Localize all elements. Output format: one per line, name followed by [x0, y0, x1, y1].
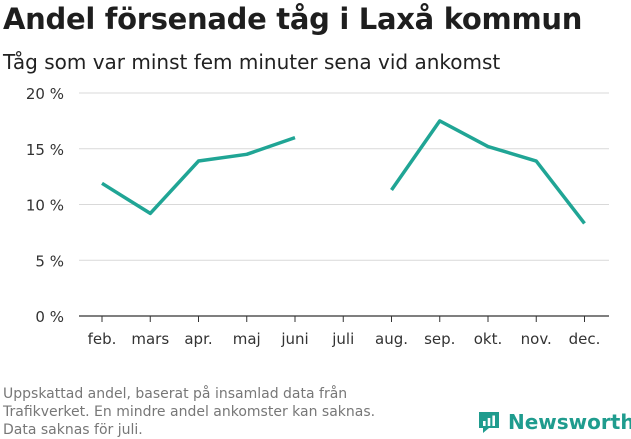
x-tick-label: sep. [424, 330, 455, 348]
footnote-line-1: Uppskattad andel, baserat på insamlad da… [3, 386, 348, 402]
footnote-line-2: Trafikverket. En mindre andel ankomster … [3, 404, 376, 420]
footnote-line-3: Data saknas för juli. [3, 422, 143, 438]
series-line [101, 135, 296, 216]
brand-logo[interactable]: Newsworthy [476, 408, 631, 436]
x-tick-label: dec. [569, 330, 601, 348]
chart-title: Andel försenade tåg i Laxå kommun [3, 2, 583, 36]
newsworthy-logo-icon [479, 412, 499, 433]
chart-subtitle: Tåg som var minst fem minuter sena vid a… [3, 50, 501, 74]
x-tick-label: maj [233, 330, 261, 348]
y-tick-label: 10 % [26, 197, 64, 215]
x-tick-label: nov. [521, 330, 552, 348]
x-tick-label: juli [331, 330, 354, 348]
y-tick-label: 5 % [35, 252, 64, 270]
x-tick-label: mars [131, 330, 169, 348]
y-tick-label: 20 % [26, 85, 64, 103]
line-chart: 0 % 5 % 10 % 15 % 20 % feb. mars apr. maj juni jul… [26, 85, 609, 348]
x-tick-label: apr. [184, 330, 212, 348]
brand-name: Newsworthy [508, 410, 631, 434]
series-line [390, 119, 586, 225]
footnote: Uppskattad andel, baserat på insamlad da… [3, 385, 443, 439]
x-tick-label: juni [280, 330, 308, 348]
x-tick-label: feb. [88, 330, 117, 348]
y-tick-label: 15 % [26, 141, 64, 159]
y-tick-label: 0 % [35, 308, 64, 326]
x-tick-label: aug. [375, 330, 408, 348]
x-tick-label: okt. [474, 330, 503, 348]
